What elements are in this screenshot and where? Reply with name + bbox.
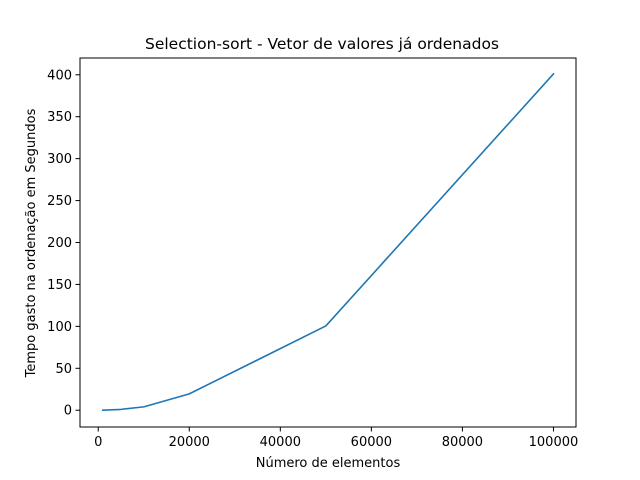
x-tick-label-0: 0 [94, 435, 102, 450]
x-tick-label-60000: 60000 [351, 435, 392, 450]
y-tick-label-400: 400 [47, 68, 72, 83]
y-tick-label-150: 150 [47, 278, 72, 293]
y-tick-label-350: 350 [47, 110, 72, 125]
x-tick-label-100000: 100000 [529, 435, 579, 450]
series-line-0 [101, 72, 555, 412]
y-tick-label-300: 300 [47, 152, 72, 167]
chart-title: Selection-sort - Vetor de valores já ord… [145, 35, 499, 53]
y-tick-label-50: 50 [55, 362, 72, 377]
x-tick-label-40000: 40000 [260, 435, 301, 450]
y-tick-label-0: 0 [64, 404, 72, 419]
y-tick-label-100: 100 [47, 320, 72, 335]
y-tick-label-250: 250 [47, 194, 72, 209]
plot-area: 0 20000 40000 60000 80000 100000 0 50 100 150 200 2… [47, 57, 579, 450]
x-tick-label-20000: 20000 [169, 435, 210, 450]
y-axis-title: Tempo gasto na ordenação em Segundos [24, 108, 39, 378]
x-tick-label-80000: 80000 [442, 435, 483, 450]
y-tick-label-200: 200 [47, 236, 72, 251]
x-axis-title: Número de elementos [256, 456, 401, 471]
